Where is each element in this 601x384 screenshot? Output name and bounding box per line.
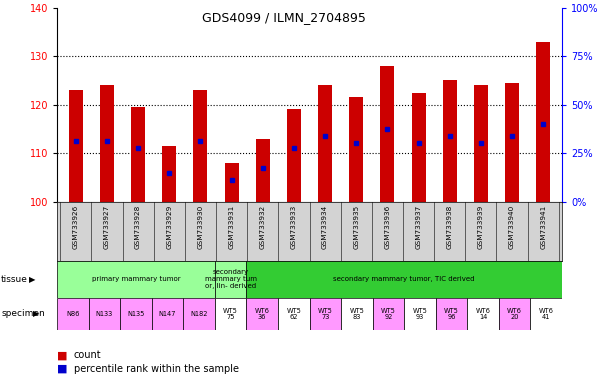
Text: ▶: ▶ <box>33 310 40 318</box>
Text: N182: N182 <box>191 311 208 317</box>
Text: WT5
93: WT5 93 <box>412 308 427 320</box>
Text: secondary
mammary tum
or, lin- derived: secondary mammary tum or, lin- derived <box>204 269 257 290</box>
Bar <box>246 298 278 330</box>
Text: secondary mammary tumor, TIC derived: secondary mammary tumor, TIC derived <box>334 276 475 282</box>
Text: percentile rank within the sample: percentile rank within the sample <box>74 364 239 374</box>
Bar <box>287 109 301 202</box>
Text: ■: ■ <box>57 364 67 374</box>
Bar <box>194 90 207 202</box>
Text: GSM733937: GSM733937 <box>415 205 421 249</box>
Text: WT5
62: WT5 62 <box>286 308 301 320</box>
Text: GSM733938: GSM733938 <box>447 205 453 249</box>
Bar <box>318 85 332 202</box>
Bar <box>57 261 215 298</box>
Bar <box>162 146 176 202</box>
Text: GSM733931: GSM733931 <box>228 205 234 249</box>
Text: primary mammary tumor: primary mammary tumor <box>92 276 180 282</box>
Bar <box>531 298 562 330</box>
Bar <box>341 298 373 330</box>
Text: ▶: ▶ <box>29 275 35 284</box>
Bar <box>278 298 310 330</box>
Text: GSM733940: GSM733940 <box>509 205 515 249</box>
Bar <box>69 90 83 202</box>
Text: N135: N135 <box>127 311 145 317</box>
Text: WT5
83: WT5 83 <box>349 308 364 320</box>
Bar <box>183 298 215 330</box>
Text: N147: N147 <box>159 311 176 317</box>
Bar <box>468 298 499 330</box>
Bar <box>310 298 341 330</box>
Bar <box>443 80 457 202</box>
Text: GSM733929: GSM733929 <box>166 205 172 249</box>
Bar <box>225 163 239 202</box>
Text: GSM733934: GSM733934 <box>322 205 328 249</box>
Text: WT6
20: WT6 20 <box>507 308 522 320</box>
Bar <box>505 83 519 202</box>
Text: GSM733932: GSM733932 <box>260 205 266 249</box>
Text: GSM733935: GSM733935 <box>353 205 359 249</box>
Bar <box>373 298 404 330</box>
Text: WT5
75: WT5 75 <box>223 308 238 320</box>
Text: count: count <box>74 350 102 360</box>
Text: WT5
92: WT5 92 <box>381 308 396 320</box>
Text: GDS4099 / ILMN_2704895: GDS4099 / ILMN_2704895 <box>203 12 366 25</box>
Text: WT5
73: WT5 73 <box>318 308 333 320</box>
Bar <box>436 298 468 330</box>
Bar <box>100 85 114 202</box>
Text: GSM733933: GSM733933 <box>291 205 297 249</box>
Text: ■: ■ <box>57 350 67 360</box>
Bar <box>57 298 89 330</box>
Bar <box>380 66 394 202</box>
Bar <box>256 139 270 202</box>
Bar <box>404 298 436 330</box>
Bar <box>215 261 246 298</box>
Text: WT5
96: WT5 96 <box>444 308 459 320</box>
Text: GSM733927: GSM733927 <box>104 205 110 249</box>
Text: GSM733941: GSM733941 <box>540 205 546 249</box>
Text: WT6
41: WT6 41 <box>538 308 554 320</box>
Text: WT6
14: WT6 14 <box>475 308 490 320</box>
Text: N133: N133 <box>96 311 113 317</box>
Bar <box>246 261 562 298</box>
Text: GSM733939: GSM733939 <box>478 205 484 249</box>
Bar <box>349 98 363 202</box>
Bar <box>499 298 531 330</box>
Bar <box>215 298 246 330</box>
Text: GSM733926: GSM733926 <box>73 205 79 249</box>
Text: N86: N86 <box>66 311 79 317</box>
Text: GSM733930: GSM733930 <box>198 205 204 249</box>
Bar <box>120 298 151 330</box>
Bar <box>89 298 120 330</box>
Bar <box>131 107 145 202</box>
Bar <box>412 93 426 202</box>
Text: specimen: specimen <box>1 310 45 318</box>
Bar <box>474 85 488 202</box>
Text: tissue: tissue <box>1 275 28 284</box>
Bar <box>151 298 183 330</box>
Text: WT6
36: WT6 36 <box>255 308 270 320</box>
Text: GSM733936: GSM733936 <box>385 205 391 249</box>
Bar <box>536 41 551 202</box>
Text: GSM733928: GSM733928 <box>135 205 141 249</box>
